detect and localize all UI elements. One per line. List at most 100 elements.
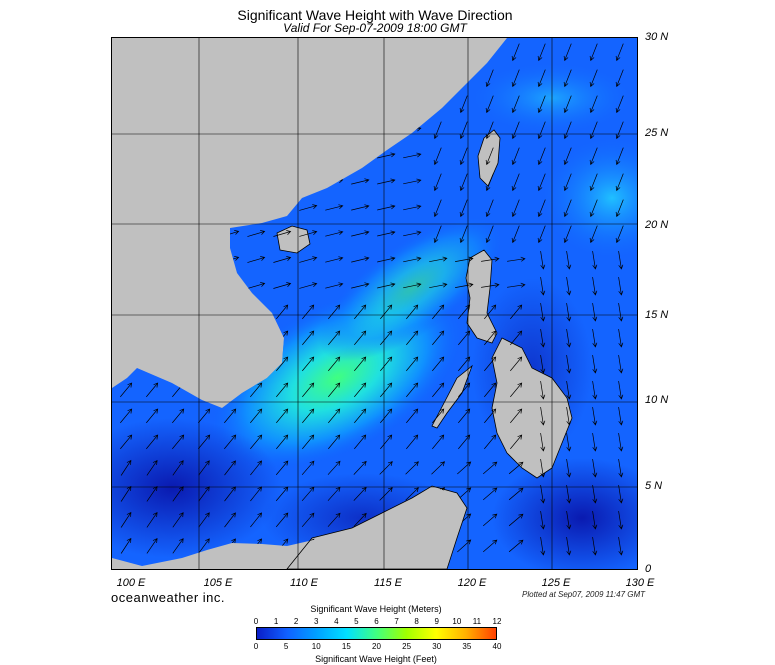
wave-arrow (589, 69, 598, 88)
wave-map[interactable] (111, 37, 638, 570)
wave-arrow (432, 330, 445, 346)
lon-label-110e: 110 E (290, 577, 318, 589)
wave-arrow (120, 408, 133, 424)
wave-arrow (299, 204, 318, 211)
wave-arrow (615, 173, 624, 192)
wave-arrow (459, 199, 468, 218)
wave-arrow (299, 152, 318, 159)
wave-arrow (273, 48, 292, 55)
wave-arrow (143, 229, 162, 238)
map-subtitle: Valid For Sep-07-2009 18:00 GMT (283, 21, 467, 35)
wave-arrow (458, 304, 471, 320)
wave-arrow (459, 121, 468, 140)
wave-arrow (273, 230, 292, 237)
wave-arrow (325, 126, 344, 133)
wave-arrow (354, 304, 367, 320)
wave-arrow (592, 537, 598, 556)
wave-arrow (351, 100, 370, 107)
wave-arrow (143, 47, 162, 56)
wave-arrow (328, 382, 341, 398)
wave-arrow (618, 537, 624, 556)
wave-arrow (508, 461, 524, 475)
wave-arrow (459, 225, 468, 244)
wave-arrow (301, 512, 315, 528)
wave-arrow (459, 95, 468, 114)
wave-arrow (172, 434, 185, 450)
wave-arrow (299, 178, 318, 185)
wave-arrow (146, 330, 159, 346)
wave-arrow (354, 434, 367, 450)
wave-arrow (302, 330, 315, 346)
wave-arrow (563, 199, 572, 218)
lat-label-20n: 20 N (645, 219, 669, 231)
wave-arrow (221, 74, 240, 82)
wave-arrow (299, 282, 318, 289)
wave-arrow (221, 178, 240, 186)
wave-arrow (117, 151, 136, 160)
wave-arrow (485, 95, 494, 114)
wave-arrow (459, 43, 468, 62)
wave-arrow (540, 407, 546, 426)
lon-label-120e: 120 E (457, 577, 487, 589)
legend-title-feet: Significant Wave Height (Feet) (315, 654, 437, 664)
wave-arrow (250, 304, 263, 320)
wave-map-canvas (112, 38, 637, 569)
wave-arrow (169, 151, 188, 160)
wave-arrow (537, 43, 546, 62)
wave-arrow (566, 433, 572, 452)
wave-arrow (563, 121, 572, 140)
wave-arrow (169, 125, 188, 134)
wave-arrow (351, 48, 370, 55)
wave-arrow (299, 74, 318, 81)
wave-arrow (566, 485, 572, 504)
wave-arrow (615, 43, 624, 62)
lon-label-125e: 125 E (541, 577, 571, 589)
wave-arrow (224, 382, 237, 398)
wave-arrow (540, 277, 546, 296)
wave-arrow (618, 303, 624, 322)
wave-arrow (379, 487, 393, 501)
wave-arrow (618, 511, 624, 530)
wave-arrow (406, 330, 419, 346)
wave-arrow (276, 382, 289, 398)
wave-arrow (455, 282, 474, 288)
wave-arrow (377, 282, 396, 289)
wave-arrow (195, 255, 214, 264)
wave-arrow (566, 303, 572, 322)
wave-arrow (457, 461, 472, 475)
wave-arrow (618, 355, 624, 374)
wave-arrow (117, 203, 136, 212)
wave-arrow (406, 356, 419, 372)
legend-meter-tick: 10 (452, 617, 462, 626)
wave-arrow (510, 434, 523, 450)
wave-arrow (458, 382, 471, 398)
wave-arrow (354, 356, 367, 372)
wave-arrow (433, 147, 442, 166)
wave-arrow (247, 126, 266, 133)
wave-arrow (537, 69, 546, 88)
wave-arrow (563, 225, 572, 244)
wave-arrow (117, 177, 136, 186)
wave-arrow (299, 256, 318, 263)
wave-arrow (406, 382, 419, 398)
wave-arrow (146, 382, 159, 398)
wave-arrow (540, 459, 546, 478)
wave-arrow (327, 512, 341, 527)
wave-arrow (195, 99, 214, 108)
wave-arrow (325, 204, 344, 211)
wave-arrow (511, 95, 520, 114)
wave-arrow (615, 69, 624, 88)
wave-arrow (146, 434, 159, 450)
wave-arrow (484, 330, 497, 346)
legend-meter-tick: 11 (472, 617, 482, 626)
wave-arrow (563, 173, 572, 192)
wave-arrow (481, 282, 500, 288)
lon-label-100e: 100 E (116, 577, 146, 589)
borneo (286, 485, 468, 569)
wave-arrow (302, 434, 315, 450)
wave-arrow (221, 100, 240, 108)
wave-arrow (195, 177, 214, 186)
wave-arrow (481, 256, 500, 262)
wave-arrow (195, 47, 214, 56)
wave-arrow (615, 147, 624, 166)
